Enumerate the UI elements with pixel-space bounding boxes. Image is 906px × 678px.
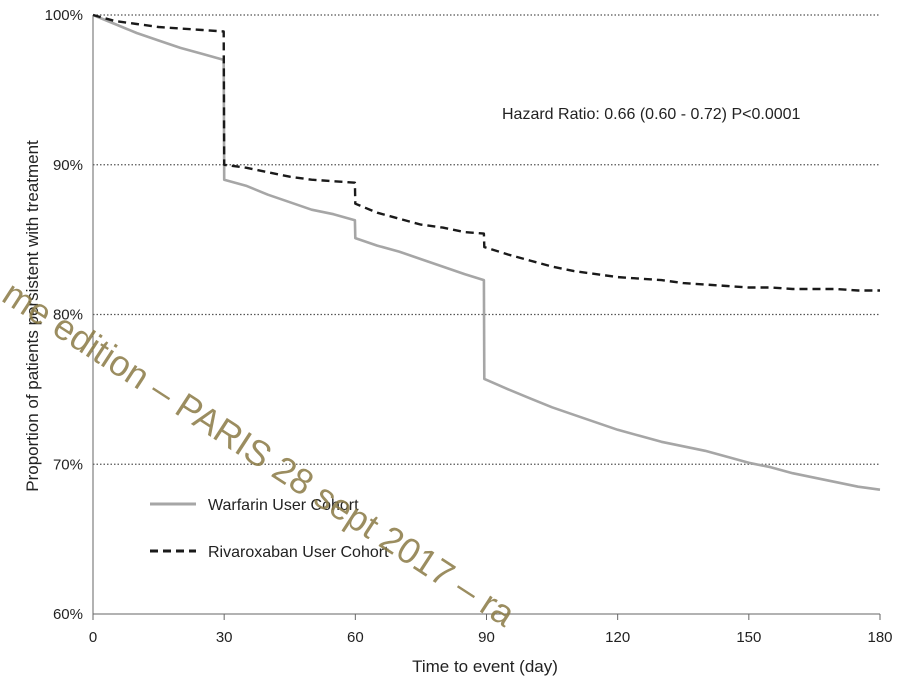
grid-lines [93, 14, 880, 465]
series-line-rivaroxaban [92, 13, 880, 292]
y-tick-label: 100% [45, 7, 83, 24]
x-tick-label: 90 [478, 629, 495, 646]
watermark: me edition – PARIS 28 sept 2017 – ra [0, 272, 523, 635]
x-tick-label: 150 [736, 629, 761, 646]
legend-label-warfarin: Warfarin User Cohort [208, 497, 359, 514]
x-tick-label: 60 [347, 629, 364, 646]
x-axis-title: Time to event (day) [412, 657, 558, 676]
axes [92, 15, 881, 620]
y-tick-labels: 60% 70% 80% 90% 100% [45, 7, 83, 623]
legend-label-rivaroxaban: Rivaroxaban User Cohort [208, 544, 389, 561]
y-axis-title: Proportion of patients persistent with t… [23, 140, 42, 492]
y-tick-label: 70% [53, 456, 83, 473]
series-line-warfarin [92, 13, 881, 491]
x-tick-label: 180 [867, 629, 892, 646]
legend: Warfarin User Cohort Rivaroxaban User Co… [150, 497, 389, 561]
x-tick-labels: 0 30 60 90 120 150 180 [89, 629, 893, 646]
y-tick-label: 80% [53, 307, 83, 324]
x-tick-label: 30 [216, 629, 233, 646]
y-tick-label: 90% [53, 157, 83, 174]
series-lines [92, 13, 881, 491]
hazard-ratio-annotation: Hazard Ratio: 0.66 (0.60 - 0.72) P<0.000… [502, 106, 801, 123]
x-tick-label: 120 [605, 629, 630, 646]
y-tick-label: 60% [53, 606, 83, 623]
x-tick-label: 0 [89, 629, 97, 646]
